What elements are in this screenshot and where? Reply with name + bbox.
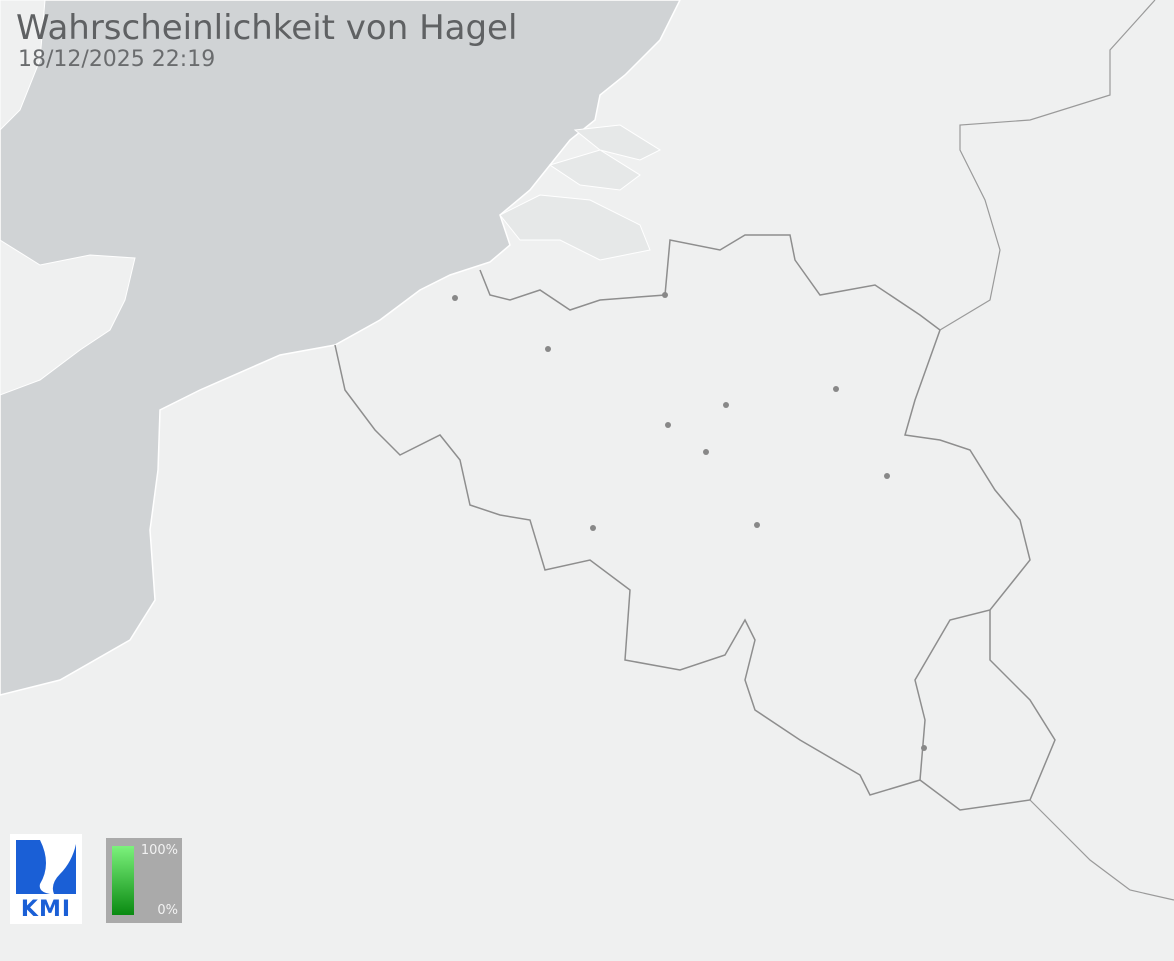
sea	[0, 0, 681, 696]
city-marker	[545, 346, 551, 352]
kmi-logo: KMI	[10, 834, 82, 924]
map-title: Wahrscheinlichkeit von Hagel	[16, 8, 518, 48]
city-markers	[452, 292, 927, 751]
city-marker	[754, 522, 760, 528]
uk-land	[0, 0, 136, 396]
legend-color-bar	[112, 846, 134, 915]
luxembourg-border	[919, 610, 1056, 811]
legend-min-label: 0%	[157, 903, 178, 918]
netherlands-islands	[499, 124, 662, 261]
city-marker	[662, 292, 668, 298]
logo-text: KMI	[20, 897, 72, 922]
city-marker	[703, 449, 709, 455]
timestamp: 18/12/2025 22:19	[18, 47, 216, 72]
city-marker	[590, 525, 596, 531]
city-marker	[884, 473, 890, 479]
city-marker	[723, 402, 729, 408]
legend-max-label: 100%	[140, 843, 178, 858]
germany-border	[939, 0, 1174, 901]
kmi-logo-icon	[16, 840, 76, 894]
city-marker	[833, 386, 839, 392]
city-marker	[921, 745, 927, 751]
city-marker	[665, 422, 671, 428]
probability-legend: 100% 0%	[106, 838, 182, 923]
belgium-border	[334, 234, 1031, 796]
city-marker	[452, 295, 458, 301]
